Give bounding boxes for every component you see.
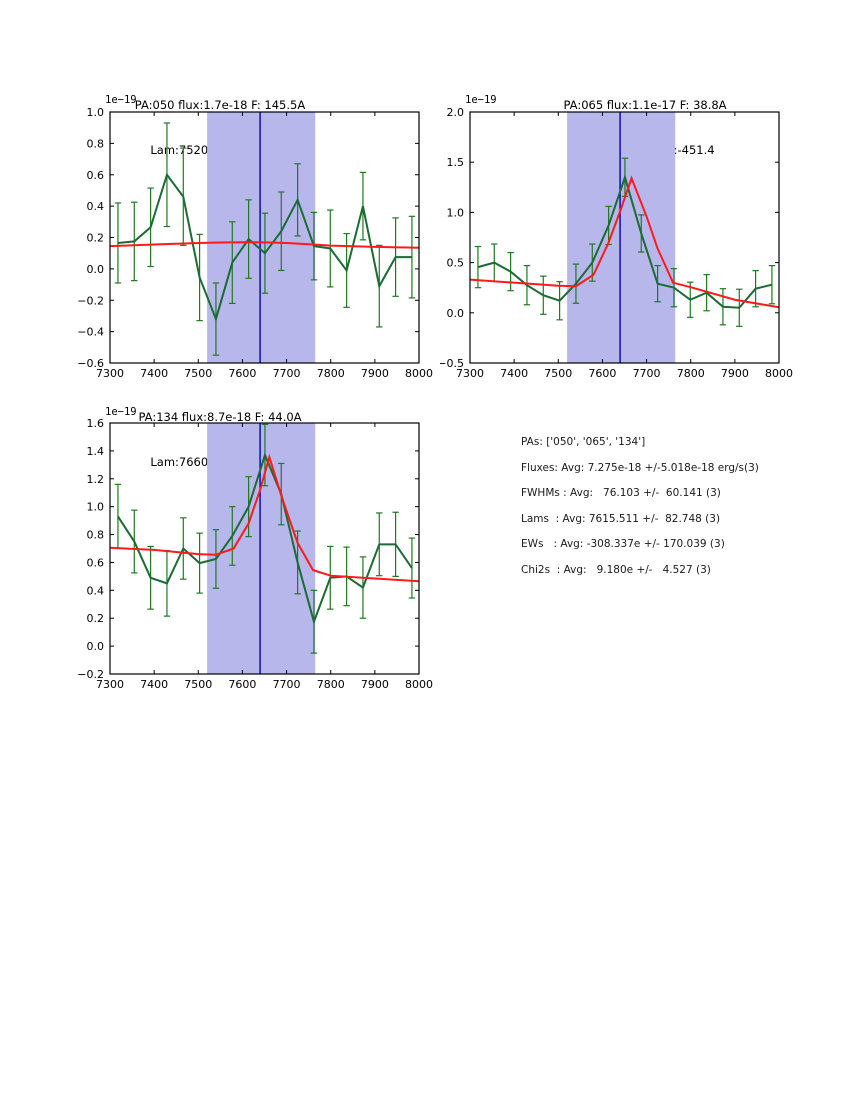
ytick-label: 1.4: [87, 445, 105, 458]
ytick-label: 1.2: [87, 473, 105, 486]
xtick-label: 7400: [140, 678, 168, 691]
summary-line-chi2s: Chi2s : Avg: 9.180e +/- 4.527 (3): [521, 563, 711, 576]
panel-pa065-axes: 7300 7400 7500 7600 7700 7800 7900 8000 −0.5 0.0 0…: [440, 106, 793, 380]
summary-line-lams: Lams : Avg: 7615.511 +/- 82.748 (3): [521, 512, 721, 525]
xtick-label: 8000: [765, 367, 793, 380]
xtick-label: 7800: [317, 367, 345, 380]
ytick-label: −0.2: [77, 668, 104, 681]
spectrum-line: [117, 172, 412, 323]
fit-line: [470, 175, 779, 309]
panel-pa134-axes: 7300 7400 7500 7600 7700 7800 7900 8000 −0.2 0.0 0…: [77, 417, 433, 691]
xtick-label: 7300: [96, 367, 124, 380]
panel-pa065: PA:065 flux:1.1e-17 F: 38.8A Lam:7665.6A…: [440, 0, 850, 400]
xtick-label: 7800: [677, 367, 705, 380]
xtick-label: 7500: [544, 367, 572, 380]
summary-line-ews: EWs : Avg: -308.337e +/- 170.039 (3): [521, 538, 725, 550]
ytick-label: 0.6: [87, 169, 105, 182]
ytick-label: 0.0: [87, 263, 105, 276]
panel-pa065-plot: 7300 7400 7500 7600 7700 7800 7900 8000 −0.5 0.0 0…: [440, 106, 793, 380]
panel-pa050-plot: 7300 7400 7500 7600 7700 7800 7900 8000 −0.6 −0.4…: [77, 106, 433, 380]
ytick-label: −0.4: [77, 326, 104, 339]
ytick-label: −0.5: [440, 357, 464, 370]
panel-pa134-exponent-label: 1e−19: [105, 406, 137, 418]
xtick-label: 7900: [721, 367, 749, 380]
xtick-label: 7500: [184, 367, 212, 380]
spectrum-line: [117, 452, 413, 625]
summary-line-fluxes: Fluxes: Avg: 7.275e-18 +/-5.018e-18 erg/…: [521, 461, 759, 474]
xtick-label: 8000: [405, 367, 433, 380]
xtick-label: 7900: [361, 678, 389, 691]
ytick-label: 0.0: [447, 307, 465, 320]
summary-line-fwhms: FWHMs : Avg: 76.103 +/- 60.141 (3): [521, 487, 721, 499]
xtick-label: 7900: [361, 367, 389, 380]
ytick-label: 1.0: [87, 501, 105, 514]
xtick-label: 7400: [500, 367, 528, 380]
xtick-label: 7500: [184, 678, 212, 691]
ytick-label: 2.0: [447, 106, 465, 119]
ytick-label: 0.2: [87, 612, 105, 625]
xtick-label: 7600: [228, 678, 256, 691]
plot-frame: [469, 111, 780, 364]
fit-line: [110, 241, 419, 249]
ytick-label: 1.0: [87, 106, 105, 119]
ytick-label: 0.8: [87, 529, 105, 542]
panel-pa050: PA:050 flux:1.7e-18 F: 145.5A Lam:7520.0…: [0, 0, 440, 400]
xtick-label: 7400: [140, 367, 168, 380]
plot-frame: [109, 422, 420, 675]
plot-frame: [109, 111, 420, 364]
ytick-label: 0.4: [87, 200, 105, 213]
ytick-label: 0.8: [87, 137, 105, 150]
ytick-label: 0.4: [87, 584, 105, 597]
ytick-label: 0.6: [87, 556, 105, 569]
ytick-label: −0.6: [77, 357, 104, 370]
panel-pa134: PA:134 flux:8.7e-18 F: 44.0A Lam:7660.9A…: [0, 380, 440, 700]
xtick-label: 8000: [405, 678, 433, 691]
fit-line: [110, 453, 419, 583]
xtick-label: 7600: [588, 367, 616, 380]
xtick-label: 7700: [273, 367, 301, 380]
fit-window-band: [207, 112, 316, 363]
xtick-label: 7300: [456, 367, 484, 380]
xtick-label: 7800: [317, 678, 345, 691]
spectrum-line: [477, 173, 773, 309]
panel-pa134-plot: 7300 7400 7500 7600 7700 7800 7900 8000 −0.2 0.0 0…: [77, 417, 433, 691]
xtick-label: 7300: [96, 678, 124, 691]
panel-pa050-exponent-label: 1e−19: [105, 94, 137, 106]
panel-pa134-title-line1: PA:134 flux:8.7e-18 F: 44.0A: [138, 410, 302, 424]
ytick-label: 0.2: [87, 232, 105, 245]
ytick-label: 1.0: [447, 206, 465, 219]
ytick-label: 1.5: [447, 156, 465, 169]
ytick-label: 1.6: [87, 417, 105, 430]
panel-pa050-title-line1: PA:050 flux:1.7e-18 F: 145.5A: [134, 98, 306, 112]
xtick-label: 7600: [228, 367, 256, 380]
ytick-label: 0.0: [87, 640, 105, 653]
panel-pa065-title-line1: PA:065 flux:1.1e-17 F: 38.8A: [563, 98, 727, 112]
panel-pa065-exponent-label: 1e−19: [465, 94, 497, 106]
ytick-label: −0.2: [77, 294, 104, 307]
fit-window-band: [567, 112, 676, 363]
panel-pa050-axes: 7300 7400 7500 7600 7700 7800 7900 8000 −0.6 −0.4…: [77, 106, 433, 380]
xtick-label: 7700: [633, 367, 661, 380]
ytick-label: 0.5: [447, 257, 465, 270]
summary-line-pas: PAs: ['050', '065', '134']: [521, 436, 646, 448]
xtick-label: 7700: [273, 678, 301, 691]
summary-statistics: PAs: ['050', '065', '134'] Fluxes: Avg: …: [521, 430, 841, 583]
